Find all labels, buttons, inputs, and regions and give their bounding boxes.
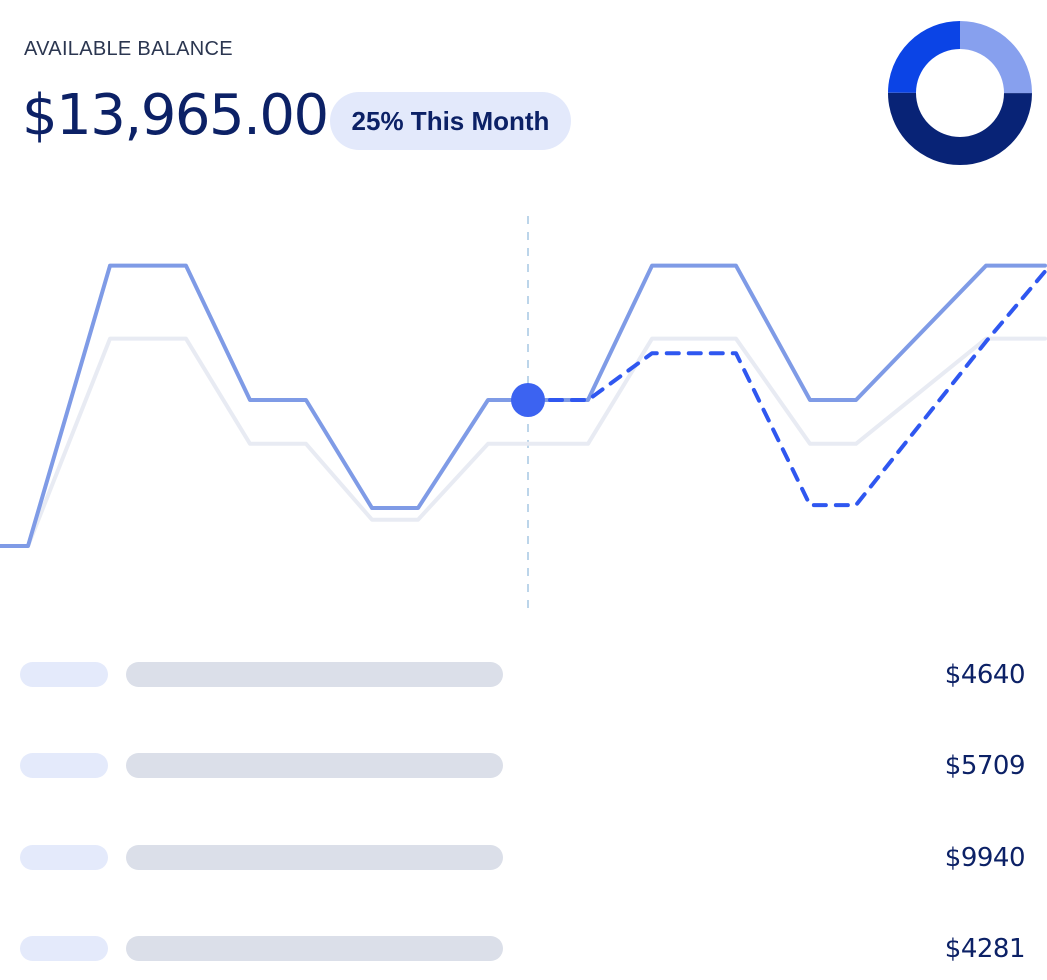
transaction-amount: $4281 bbox=[944, 934, 1026, 964]
chart-series-line-3 bbox=[526, 269, 1047, 508]
donut-segment-3 bbox=[888, 21, 1032, 165]
donut-chart bbox=[888, 21, 1032, 165]
placeholder-description bbox=[126, 753, 503, 778]
placeholder-tag bbox=[20, 845, 108, 870]
transaction-amount: $9940 bbox=[944, 843, 1026, 873]
balance-label: AVAILABLE BALANCE bbox=[24, 38, 233, 60]
placeholder-description bbox=[126, 662, 503, 687]
placeholder-tag bbox=[20, 662, 108, 687]
placeholder-tag bbox=[20, 936, 108, 961]
transaction-row[interactable]: $4640 bbox=[0, 660, 1047, 690]
transaction-row[interactable]: $9940 bbox=[0, 843, 1047, 873]
balance-amount: $13,965.00 bbox=[22, 83, 329, 148]
placeholder-tag bbox=[20, 753, 108, 778]
placeholder-description bbox=[126, 936, 503, 961]
transaction-amount: $4640 bbox=[944, 660, 1026, 690]
chart-highlight-point[interactable] bbox=[511, 383, 545, 417]
transaction-row[interactable]: $4281 bbox=[0, 934, 1047, 964]
transaction-row[interactable]: $5709 bbox=[0, 751, 1047, 781]
donut-segment-2 bbox=[888, 21, 1032, 165]
growth-badge: 25% This Month bbox=[330, 92, 571, 150]
transaction-amount: $5709 bbox=[944, 751, 1026, 781]
balance-line-chart bbox=[0, 216, 1047, 614]
chart-series-line-1 bbox=[0, 263, 1047, 548]
placeholder-description bbox=[126, 845, 503, 870]
chart-series-line-2 bbox=[0, 336, 1047, 548]
